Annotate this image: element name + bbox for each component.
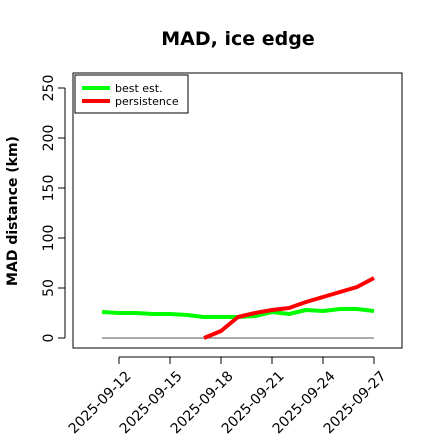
plot-frame — [72, 72, 403, 349]
y-tick-label: 150 — [41, 175, 57, 202]
legend: best est. persistence — [74, 74, 189, 114]
legend-label-persistence: persistence — [115, 95, 179, 108]
chart-title: MAD, ice edge — [161, 28, 314, 50]
legend-label-best-est: best est. — [115, 82, 163, 95]
y-axis: 0 50 100 150 200 250 — [41, 75, 66, 343]
y-tick-label: 50 — [41, 279, 57, 297]
y-axis-label: MAD distance (km) — [5, 136, 21, 286]
series-layer — [101, 276, 375, 340]
y-tick-label: 0 — [41, 334, 57, 343]
legend-box — [74, 74, 189, 114]
y-tick-label: 100 — [41, 225, 57, 252]
series-line-persistence — [203, 276, 375, 340]
y-tick-label: 200 — [41, 125, 57, 152]
y-tick-label: 250 — [41, 75, 57, 102]
x-axis: 2025-09-122025-09-152025-09-182025-09-21… — [66, 356, 390, 437]
